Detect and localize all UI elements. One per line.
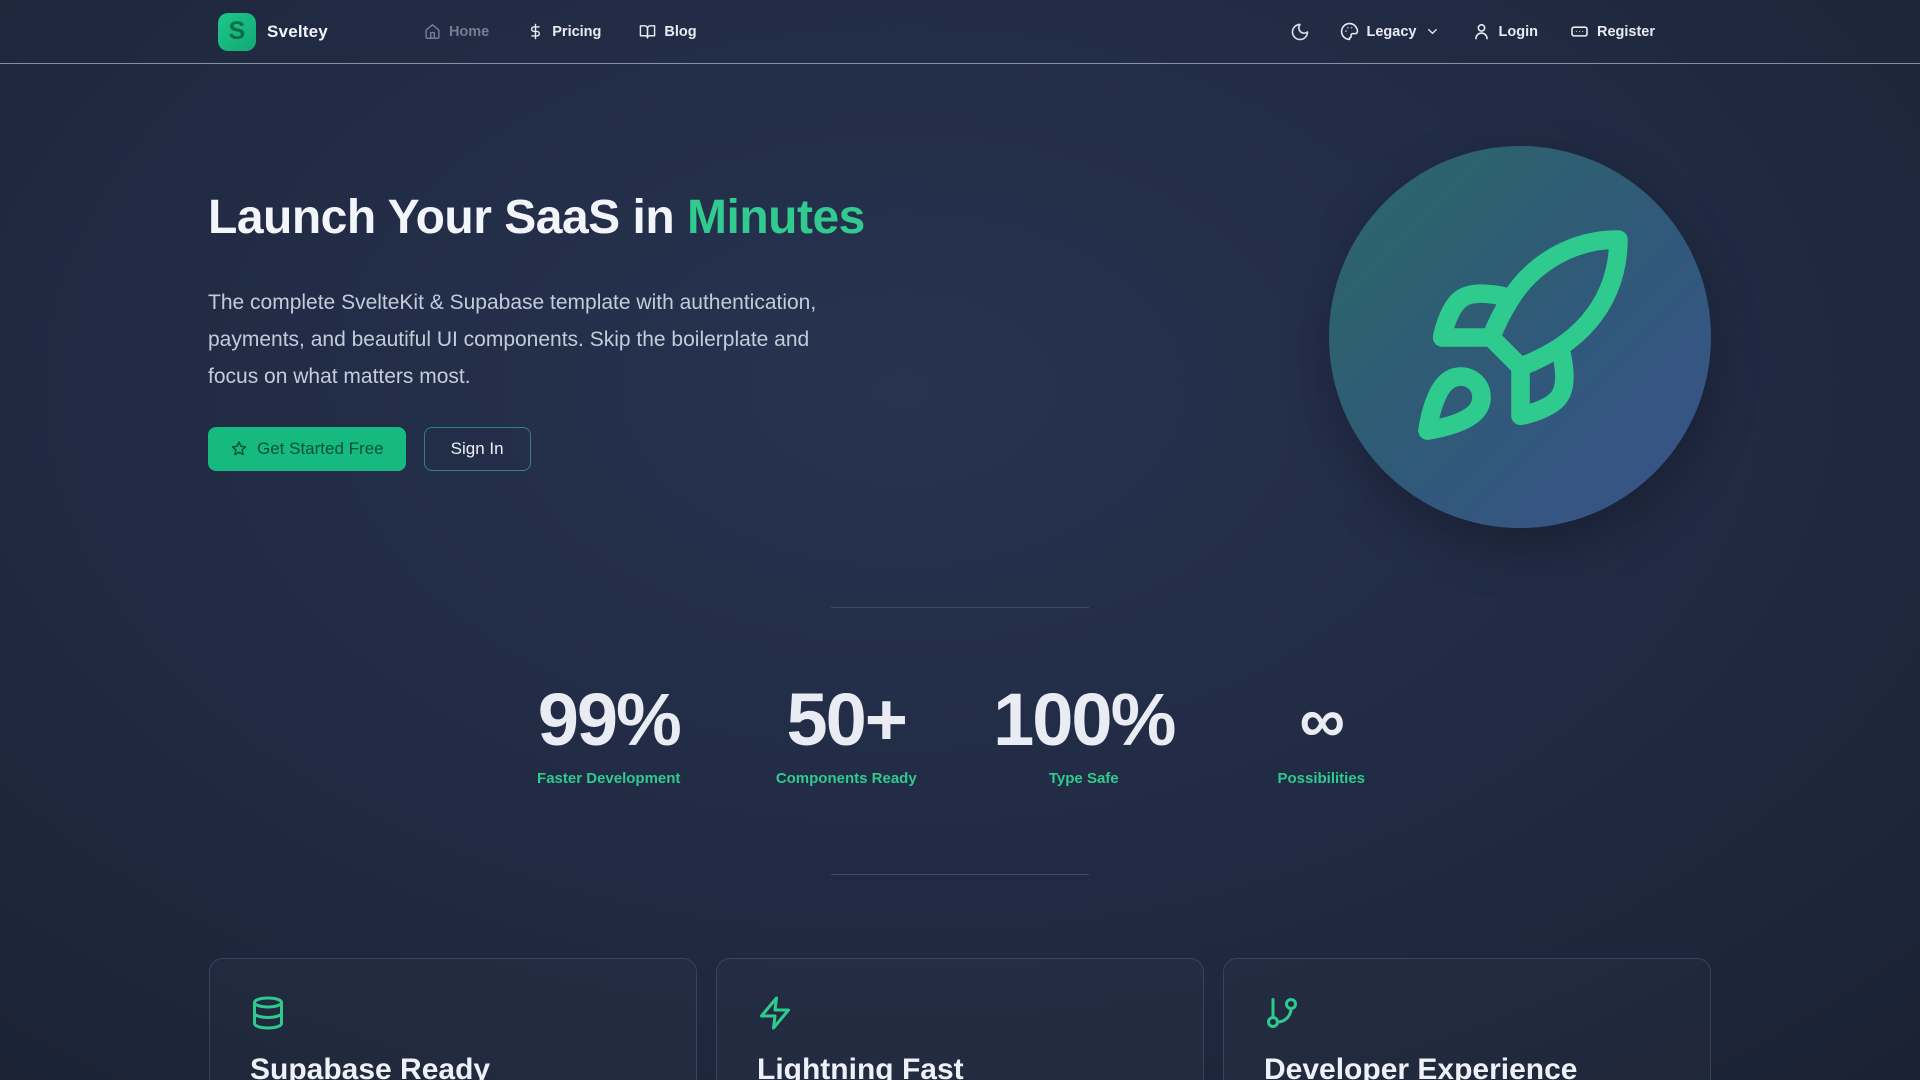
house-icon xyxy=(424,23,441,40)
nav-item-pricing[interactable]: Pricing xyxy=(515,14,613,49)
sign-in-button[interactable]: Sign In xyxy=(423,427,531,471)
hero-illustration xyxy=(1329,146,1711,528)
stat-components-ready: 50+ Components Ready xyxy=(728,678,966,788)
brand[interactable]: S Sveltey xyxy=(208,12,328,51)
feature-card-developer-experience: Developer Experience xyxy=(1223,958,1711,1080)
stat-label: Possibilities xyxy=(1277,770,1366,787)
stat-value: 100% xyxy=(993,678,1176,761)
register-button[interactable]: Register xyxy=(1559,13,1666,50)
login-label: Login xyxy=(1498,23,1538,40)
hero-title-highlight: Minutes xyxy=(687,191,865,244)
user-icon xyxy=(1472,22,1491,41)
zap-icon xyxy=(757,995,1163,1031)
database-icon xyxy=(250,995,656,1031)
page-title: Launch Your SaaS in Minutes xyxy=(208,190,888,246)
brand-logo-icon: S xyxy=(218,12,256,51)
feature-card-supabase: Supabase Ready xyxy=(209,958,697,1080)
navbar: S Sveltey Home Pricing xyxy=(0,0,1920,64)
divider-top xyxy=(831,607,1089,608)
legacy-dropdown[interactable]: Legacy xyxy=(1329,13,1451,50)
legacy-label: Legacy xyxy=(1366,23,1417,40)
nav-item-label: Home xyxy=(448,23,490,40)
infinity-icon: ∞ xyxy=(1299,684,1345,756)
book-open-icon xyxy=(639,23,656,40)
chevron-down-icon xyxy=(1425,24,1440,39)
rocket-icon xyxy=(1403,220,1638,455)
navbar-right: Legacy Login Register xyxy=(1281,13,1666,51)
palette-icon xyxy=(1340,22,1359,41)
navbar-inner: S Sveltey Home Pricing xyxy=(208,0,1712,63)
nav-links: Home Pricing Blog xyxy=(412,14,709,49)
divider-bottom xyxy=(831,874,1089,875)
stats-section: 99% Faster Development 50+ Components Re… xyxy=(490,678,1441,788)
stat-value: 50+ xyxy=(786,678,908,761)
nav-item-home[interactable]: Home xyxy=(412,14,501,49)
stat-label: Type Safe xyxy=(1048,770,1119,787)
star-icon xyxy=(230,440,248,458)
hero-title-prefix: Launch Your SaaS in xyxy=(208,191,687,244)
stat-type-safe: 100% Type Safe xyxy=(965,678,1203,788)
stat-value: 99% xyxy=(537,678,682,761)
register-label: Register xyxy=(1596,23,1655,40)
get-started-button[interactable]: Get Started Free xyxy=(208,427,406,471)
stat-label: Components Ready xyxy=(775,770,917,787)
theme-toggle-button[interactable] xyxy=(1281,13,1319,51)
nav-item-blog[interactable]: Blog xyxy=(627,14,708,49)
hero-description: The complete SvelteKit & Supabase templa… xyxy=(208,291,817,388)
sign-in-label: Sign In xyxy=(450,439,504,458)
feature-title: Lightning Fast xyxy=(757,1053,964,1080)
stat-label: Faster Development xyxy=(537,770,681,787)
hero-section: Launch Your SaaS in Minutes The complete… xyxy=(208,190,888,471)
brand-name: Sveltey xyxy=(267,21,328,41)
feature-title: Supabase Ready xyxy=(250,1053,491,1080)
dollar-icon xyxy=(527,23,544,40)
rectangle-ellipsis-icon xyxy=(1570,22,1589,41)
moon-icon xyxy=(1290,22,1310,42)
hero-cta-row: Get Started Free Sign In xyxy=(208,427,888,471)
feature-card-lightning: Lightning Fast xyxy=(716,958,1204,1080)
login-button[interactable]: Login xyxy=(1461,13,1549,50)
git-branch-icon xyxy=(1264,995,1670,1031)
stat-faster-development: 99% Faster Development xyxy=(490,678,728,788)
features-section: Supabase Ready Lightning Fast Developer … xyxy=(209,958,1711,1080)
nav-item-label: Pricing xyxy=(552,23,602,40)
stat-possibilities: ∞ Possibilities xyxy=(1203,684,1441,787)
get-started-label: Get Started Free xyxy=(257,439,384,458)
feature-title: Developer Experience xyxy=(1264,1053,1578,1080)
nav-item-label: Blog xyxy=(664,23,697,40)
